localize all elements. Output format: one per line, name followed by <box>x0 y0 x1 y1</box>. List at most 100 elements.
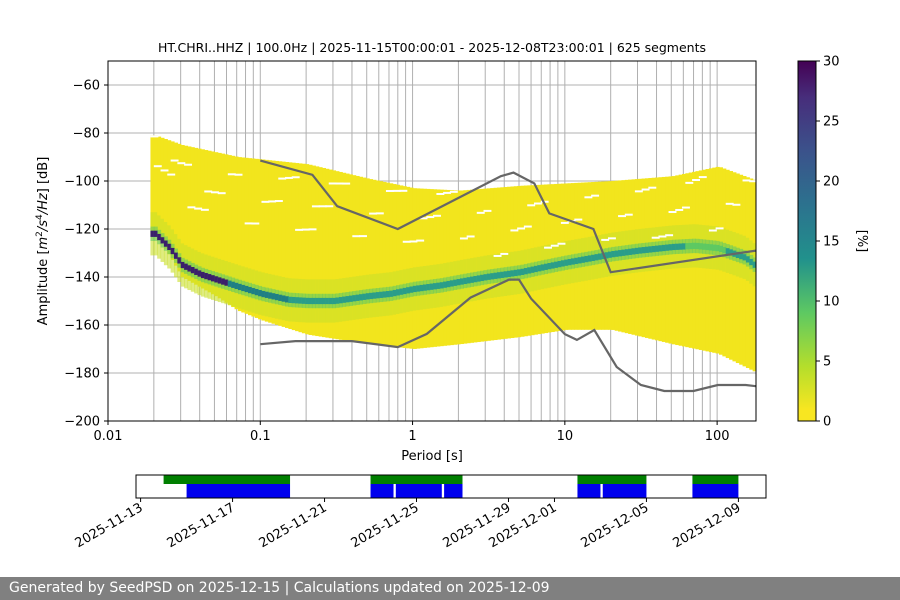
psd-density-cell <box>224 154 229 303</box>
psd-mode-cell <box>739 252 744 260</box>
psd-gap-cell <box>658 235 667 238</box>
psd-mode-cell <box>422 284 427 291</box>
plot-frame <box>107 60 757 422</box>
low-noise-model <box>260 278 756 393</box>
psd-gap-cell <box>651 236 660 239</box>
psd-gap-cell <box>295 228 304 231</box>
psd-mode-cell <box>638 247 643 254</box>
psd-gap-cell <box>544 246 552 249</box>
psd-density-cell <box>315 166 320 337</box>
y-tick-label: −160 <box>64 319 100 334</box>
psd-mode-cell <box>708 244 713 251</box>
psd-mode-cell <box>170 247 175 255</box>
psd-gap-cell <box>328 182 337 185</box>
psd-density-cell <box>392 184 397 347</box>
psd-mode-cell <box>567 258 572 266</box>
coverage-bar-green <box>577 475 647 484</box>
psd-mode-cell <box>486 273 491 280</box>
psd-density-cell <box>204 150 209 291</box>
psd-mode-cell <box>345 296 350 303</box>
x-tick-label: 0.1 <box>250 429 271 444</box>
psd-gap-cell <box>160 169 169 172</box>
psd-mode-cell <box>621 249 626 256</box>
psd-mode-cell <box>177 257 182 264</box>
psd-mode-cell <box>611 250 616 258</box>
psd-mode-cell <box>160 237 165 244</box>
psd-gap-cell <box>527 204 536 207</box>
psd-gap-cell <box>641 188 650 191</box>
psd-gap-cell <box>399 189 408 192</box>
psd-gap-cell <box>436 192 445 195</box>
psd-density-cell <box>157 136 162 238</box>
psd-gap-cell <box>318 205 327 208</box>
psd-mode-cell <box>641 247 646 254</box>
psd-density-cell <box>173 142 178 266</box>
y-tick-label: −100 <box>64 175 100 190</box>
psd-mode-cell <box>301 297 306 304</box>
psd-gap-cell <box>244 222 253 225</box>
psd-density-cell <box>278 161 283 326</box>
psd-density-cell <box>355 175 360 343</box>
psd-gap-cell <box>665 234 674 237</box>
psd-mode-cell <box>285 296 289 303</box>
psd-mode-cell <box>439 282 444 289</box>
psd-gap-cell <box>402 240 411 243</box>
psd-gap-cell <box>268 200 277 203</box>
psd-gap-cell <box>685 181 694 184</box>
psd-mode-cell <box>574 257 579 265</box>
psd-density-cell <box>285 161 289 328</box>
psd-gap-cell <box>217 192 226 195</box>
psd-mode-cell <box>648 246 653 253</box>
psd-gap-cell <box>167 173 176 176</box>
psd-mode-cell <box>355 294 360 301</box>
psd-mode-cell <box>295 297 300 304</box>
psd-density-cell <box>382 181 387 346</box>
psd-mode-cell <box>342 296 347 303</box>
psd-mode-cell <box>207 274 212 281</box>
psd-mode-cell <box>537 265 542 272</box>
psd-mode-cell <box>681 243 686 250</box>
psd-gap-cell <box>153 165 162 168</box>
psd-density-cell <box>308 164 313 335</box>
psd-mode-cell <box>675 243 680 250</box>
psd-mode-cell <box>382 291 387 298</box>
psd-density-cell <box>197 148 202 287</box>
psd-mode-cell <box>473 275 478 283</box>
psd-gap-cell <box>392 189 401 192</box>
coverage-bar-blue <box>577 484 601 498</box>
psd-density-cell <box>264 159 269 322</box>
y-axis: −60 −80 −100 −120 −140 −160 −180 −200 <box>64 79 108 430</box>
psd-mode-cell <box>184 263 189 270</box>
psd-gap-cell <box>624 213 633 216</box>
psd-mode-cell <box>406 287 411 294</box>
psd-mode-cell <box>187 265 192 272</box>
psd-gap-cell <box>274 200 283 203</box>
y-tick-label: −180 <box>64 367 100 382</box>
psd-mode-cell <box>490 273 495 280</box>
psd-mode-cell <box>379 291 384 298</box>
psd-density-cell <box>359 176 363 343</box>
timeline-tick-label: 2025-11-25 <box>349 500 422 551</box>
x-axis-label: Period [s] <box>401 449 463 464</box>
timeline-tick-label: 2025-11-21 <box>257 500 330 551</box>
psd-mode-cell <box>624 249 629 256</box>
psd-density-cell <box>271 160 276 324</box>
psd-mode-cell <box>180 261 185 269</box>
psd-mode-cell <box>308 297 313 305</box>
psd-gap-cell <box>335 182 344 185</box>
psd-gap-cell <box>560 221 569 224</box>
x-tick-label: 10 <box>557 429 574 444</box>
psd-gap-cell <box>725 202 734 205</box>
psd-gap-cell <box>369 212 378 215</box>
colorbar-label: [%] <box>854 230 869 253</box>
chart-title: HT.CHRI..HHZ | 100.0Hz | 2025-11-15T00:0… <box>158 40 706 55</box>
colorbar-tick-label: 15 <box>823 235 840 250</box>
psd-mode-cell <box>385 291 390 298</box>
psd-density-cell <box>217 152 222 299</box>
psd-mode-cell <box>237 283 242 291</box>
colorbar-tick-label: 20 <box>823 175 840 190</box>
heatmap <box>150 135 756 372</box>
psd-mode-cell <box>436 282 441 289</box>
psd-gap-cell <box>150 135 159 138</box>
psd-density-cell <box>342 172 347 341</box>
